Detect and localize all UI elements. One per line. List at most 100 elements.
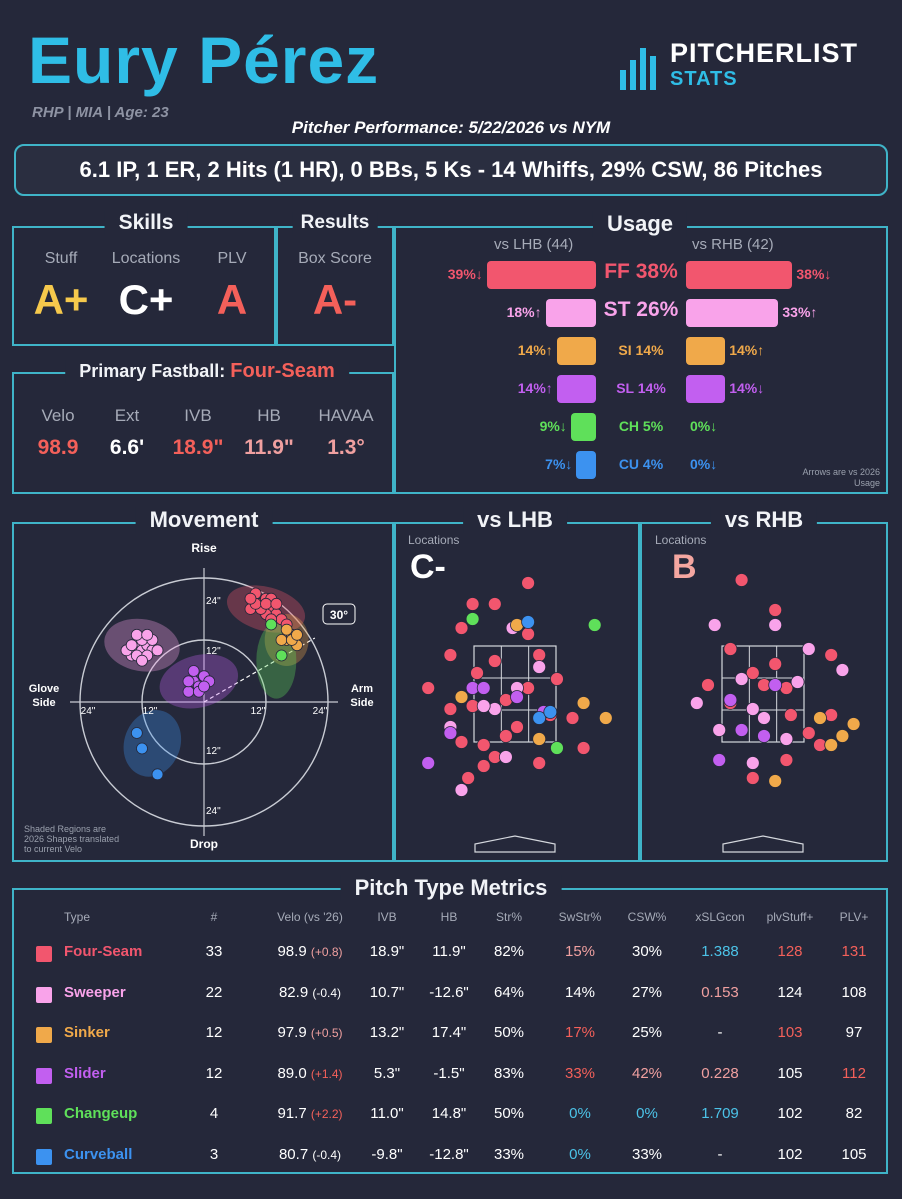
usage-pitch-label: SL 14% — [616, 380, 666, 396]
usage-lhb-value: 7%↓ — [545, 456, 573, 472]
pitch-xslgcon: 0.153 — [701, 983, 739, 1001]
arm-label: Arm — [351, 683, 373, 695]
pitch-count: 12 — [205, 1064, 223, 1082]
movement-point — [275, 634, 288, 646]
pitch-xslgcon: - — [717, 1024, 723, 1041]
metrics-table: Type # Velo (vs '26) IVB HB Str% SwStr% CSW% xSL… — [14, 900, 886, 1172]
pitch-xslgcon: 1.388 — [701, 943, 739, 960]
location-point — [712, 723, 727, 737]
brand-top: PITCHERLIST — [670, 38, 859, 68]
pitcher-meta: RHP | MIA | Age: 23 — [32, 104, 169, 121]
pitch-velo: 98.9 (+0.8) — [250, 943, 370, 960]
location-point — [465, 612, 480, 626]
pitch-velo: 97.9 (+0.5) — [250, 1024, 370, 1041]
glove-label-2: Side — [32, 697, 55, 709]
pitch-hb: 14.8" — [431, 1105, 467, 1122]
fb-ext-label: Ext — [114, 406, 140, 425]
usage-lhb-value: 39%↓ — [447, 266, 483, 282]
rhb-locations-grade: B — [672, 548, 697, 586]
pitch-name: Sweeper — [64, 983, 126, 1001]
location-point — [465, 597, 480, 611]
location-point — [521, 576, 536, 590]
location-point — [521, 615, 536, 629]
location-point — [701, 678, 715, 692]
pitch-color-swatch — [36, 1148, 52, 1165]
location-point — [768, 603, 783, 617]
pitch-xslgcon: 1.709 — [701, 1105, 739, 1122]
angle-box — [322, 603, 356, 625]
pitch-csw: 25% — [631, 1024, 663, 1041]
movement-point — [151, 644, 164, 657]
location-point — [476, 738, 491, 752]
location-point — [846, 717, 861, 731]
location-point — [801, 726, 816, 740]
tick-12-bottom: 12" — [206, 746, 221, 757]
pitch-name: Curveball — [64, 1145, 133, 1163]
velo-value: 89.0 — [277, 1064, 311, 1082]
pitch-color-swatch — [36, 986, 52, 1003]
location-point — [454, 690, 469, 704]
metrics-header: HB — [440, 910, 458, 924]
arm-label-2: Side — [350, 697, 373, 709]
location-point — [707, 618, 722, 632]
movement-point — [198, 680, 210, 693]
pitch-color-swatch — [36, 1108, 52, 1124]
pitch-plv: 82 — [845, 1105, 863, 1122]
location-point — [824, 738, 839, 752]
movement-note: Shaded Regions are — [24, 824, 106, 834]
pitch-str: 82% — [493, 943, 525, 960]
location-point — [835, 663, 850, 677]
usage-bar-lhb — [556, 375, 596, 403]
velo-delta: (-0.4) — [312, 1147, 342, 1162]
fb-hb-value: 11.9" — [244, 436, 294, 459]
location-point — [689, 696, 704, 710]
pitch-str: 50% — [493, 1105, 525, 1122]
pitch-str: 50% — [493, 1024, 525, 1041]
location-point — [723, 693, 738, 707]
tick-12-right: 12" — [251, 706, 266, 717]
usage-title: Usage — [592, 211, 688, 237]
location-point — [768, 678, 783, 692]
brand-bottom: STATS — [670, 68, 738, 90]
pitch-color-swatch — [36, 946, 52, 962]
location-point — [421, 681, 436, 695]
usage-pitch-label: CU 4% — [618, 456, 664, 472]
usage-bar-lhb — [486, 261, 596, 289]
fb-ivb-value: 18.9" — [172, 436, 224, 459]
usage-pitch-label: FF 38% — [604, 260, 678, 283]
location-point — [768, 657, 783, 671]
location-point — [565, 711, 580, 725]
pitch-hb: -1.5" — [433, 1064, 465, 1082]
usage-pitch-label: SI 14% — [618, 342, 664, 358]
pitch-hb: -12.8" — [429, 1145, 469, 1163]
usage-rhb-value: 33%↑ — [782, 304, 818, 320]
movement-point — [130, 628, 143, 641]
usage-bar-rhb — [686, 261, 793, 289]
tick-12-top: 12" — [206, 646, 221, 657]
pitch-plv: 131 — [841, 943, 867, 960]
movement-point — [291, 628, 303, 641]
home-plate — [474, 835, 556, 853]
usage-lhb-value: 18%↑ — [506, 304, 542, 320]
location-point — [801, 642, 816, 656]
skill-locations-label: Locations — [111, 250, 181, 267]
location-point — [576, 696, 591, 710]
pitch-str: 64% — [493, 983, 525, 1001]
location-point — [487, 597, 502, 611]
lhb-locations-label: Locations — [408, 533, 460, 547]
usage-bar-lhb — [570, 413, 596, 441]
fastball-stats: Velo 98.9 Ext 6.6' IVB 18.9" HB 11.9" HAVAA 1… — [28, 406, 384, 460]
lhb-locations-grade: C- — [410, 548, 446, 586]
movement-point — [141, 628, 154, 641]
skill-locations-grade: C+ — [118, 276, 174, 323]
usage-lhb-value: 14%↑ — [517, 380, 553, 396]
movement-point — [244, 592, 257, 605]
angle-label: 30° — [330, 608, 348, 622]
pitch-csw: 33% — [631, 1145, 663, 1163]
location-point — [532, 648, 547, 662]
fb-velo-label: Velo — [41, 406, 75, 425]
metrics-header: plvStuff+ — [766, 910, 814, 924]
metrics-title: Pitch Type Metrics — [340, 875, 562, 901]
pitch-name: Changeup — [64, 1105, 138, 1122]
metrics-header: IVB — [377, 910, 397, 924]
